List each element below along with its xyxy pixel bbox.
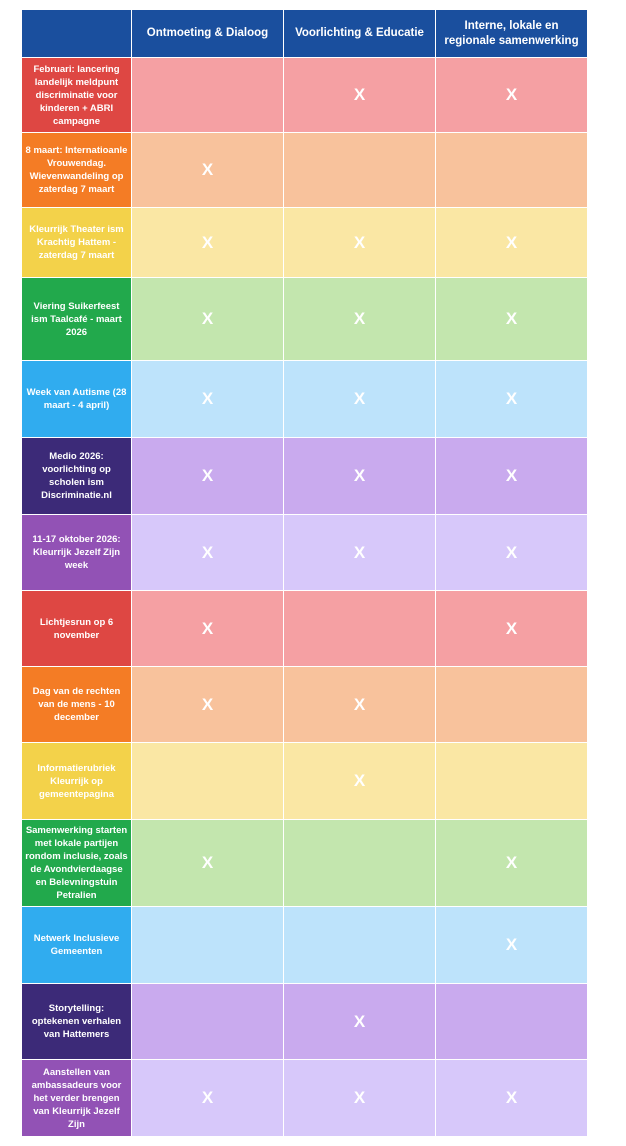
empty-cell <box>435 742 588 820</box>
row-label: Februari: lancering landelijk meldpunt d… <box>21 57 132 133</box>
checkmark-x-cell: X <box>283 57 436 133</box>
table-row: Aanstellen van ambassadeurs voor het ver… <box>21 1059 588 1137</box>
row-label: 11-17 oktober 2026: Kleurrijk Jezelf Zij… <box>21 514 132 591</box>
checkmark-x-cell: X <box>283 514 436 591</box>
checkmark-x-cell: X <box>131 666 284 743</box>
table-row: 11-17 oktober 2026: Kleurrijk Jezelf Zij… <box>21 514 588 591</box>
empty-cell <box>131 742 284 820</box>
checkmark-x-cell: X <box>131 132 284 208</box>
row-label: Dag van de rechten van de mens - 10 dece… <box>21 666 132 743</box>
empty-cell <box>435 666 588 743</box>
checkmark-x-cell: X <box>283 437 436 515</box>
table-row: Storytelling: optekenen verhalen van Hat… <box>21 983 588 1060</box>
checkmark-x-cell: X <box>435 437 588 515</box>
checkmark-x-cell: X <box>435 57 588 133</box>
activity-matrix-table: Ontmoeting & Dialoog Voorlichting & Educ… <box>21 9 588 1137</box>
table-row: Kleurrijk Theater ism Krachtig Hattem - … <box>21 207 588 278</box>
checkmark-x-cell: X <box>131 819 284 907</box>
checkmark-x-cell: X <box>131 277 284 361</box>
checkmark-x-cell: X <box>131 590 284 667</box>
table-row: Netwerk Inclusieve Gemeenten X <box>21 906 588 984</box>
checkmark-x-cell: X <box>131 360 284 438</box>
table-row: 8 maart: Internatioanle Vrouwendag. Wiev… <box>21 132 588 208</box>
column-header-samenwerking: Interne, lokale en regionale samenwerkin… <box>435 9 588 58</box>
row-label: Kleurrijk Theater ism Krachtig Hattem - … <box>21 207 132 278</box>
row-label: Netwerk Inclusieve Gemeenten <box>21 906 132 984</box>
empty-cell <box>283 590 436 667</box>
row-label: Samenwerking starten met lokale partijen… <box>21 819 132 907</box>
checkmark-x-cell: X <box>435 819 588 907</box>
column-header-voorlichting-educatie: Voorlichting & Educatie <box>283 9 436 58</box>
empty-cell <box>435 132 588 208</box>
row-label: 8 maart: Internatioanle Vrouwendag. Wiev… <box>21 132 132 208</box>
row-label: Informatierubriek Kleurrijk op gemeentep… <box>21 742 132 820</box>
checkmark-x-cell: X <box>283 742 436 820</box>
checkmark-x-cell: X <box>435 514 588 591</box>
checkmark-x-cell: X <box>283 666 436 743</box>
empty-cell <box>131 906 284 984</box>
row-label: Aanstellen van ambassadeurs voor het ver… <box>21 1059 132 1137</box>
checkmark-x-cell: X <box>435 207 588 278</box>
table-row: Samenwerking starten met lokale partijen… <box>21 819 588 907</box>
row-label: Lichtjesrun op 6 november <box>21 590 132 667</box>
table-row: Februari: lancering landelijk meldpunt d… <box>21 57 588 133</box>
empty-cell <box>283 906 436 984</box>
checkmark-x-cell: X <box>131 437 284 515</box>
table-row: Informatierubriek Kleurrijk op gemeentep… <box>21 742 588 820</box>
checkmark-x-cell: X <box>131 207 284 278</box>
row-label: Medio 2026: voorlichting op scholen ism … <box>21 437 132 515</box>
checkmark-x-cell: X <box>131 514 284 591</box>
checkmark-x-cell: X <box>283 277 436 361</box>
row-label: Week van Autisme (28 maart - 4 april) <box>21 360 132 438</box>
empty-cell <box>283 819 436 907</box>
empty-cell <box>131 983 284 1060</box>
header-row: Ontmoeting & Dialoog Voorlichting & Educ… <box>21 9 588 58</box>
checkmark-x-cell: X <box>435 906 588 984</box>
checkmark-x-cell: X <box>435 590 588 667</box>
table-row: Medio 2026: voorlichting op scholen ism … <box>21 437 588 515</box>
checkmark-x-cell: X <box>131 1059 284 1137</box>
checkmark-x-cell: X <box>435 1059 588 1137</box>
column-header-ontmoeting-dialoog: Ontmoeting & Dialoog <box>131 9 284 58</box>
empty-cell <box>283 132 436 208</box>
checkmark-x-cell: X <box>283 360 436 438</box>
row-label: Storytelling: optekenen verhalen van Hat… <box>21 983 132 1060</box>
checkmark-x-cell: X <box>283 207 436 278</box>
empty-cell <box>131 57 284 133</box>
header-corner-cell <box>21 9 132 58</box>
table-row: Lichtjesrun op 6 november X X <box>21 590 588 667</box>
table-row: Week van Autisme (28 maart - 4 april) X X X <box>21 360 588 438</box>
empty-cell <box>435 983 588 1060</box>
checkmark-x-cell: X <box>283 1059 436 1137</box>
table-row: Viering Suikerfeest ism Taalcafé - maart… <box>21 277 588 361</box>
checkmark-x-cell: X <box>435 277 588 361</box>
checkmark-x-cell: X <box>283 983 436 1060</box>
row-label: Viering Suikerfeest ism Taalcafé - maart… <box>21 277 132 361</box>
table-row: Dag van de rechten van de mens - 10 dece… <box>21 666 588 743</box>
checkmark-x-cell: X <box>435 360 588 438</box>
table-body: Februari: lancering landelijk meldpunt d… <box>21 57 588 1137</box>
